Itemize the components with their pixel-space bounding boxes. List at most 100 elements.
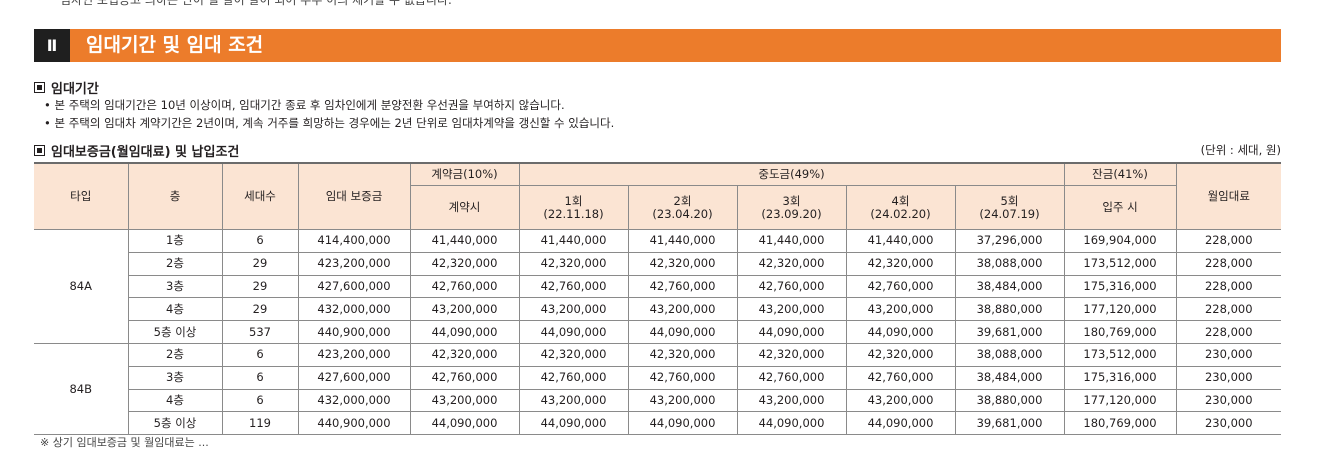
balance-cell: 175,316,000 [1063,274,1177,299]
type-cell: 84B [34,342,129,436]
m4-cell: 43,200,000 [845,297,956,322]
m3-cell: 42,320,000 [736,251,847,276]
middle-date: (24.07.19) [979,206,1040,221]
header-middle-3: 3회 (23.09.20) [736,185,847,230]
deposit-cell: 432,000,000 [297,297,411,322]
rent-table: 타입 층 세대수 임대 보증금 계약금(10%) 중도금(49%) 잔금(41%… [34,162,1282,436]
unit-note: (단위 : 세대, 원) [1200,143,1281,157]
m1-cell: 43,200,000 [518,297,629,322]
m2-cell: 42,760,000 [627,274,738,299]
monthly-cell: 230,000 [1175,342,1282,367]
deposit-heading: 임대보증금(월임대료) 및 납입조건 [34,141,239,160]
households-cell: 537 [221,320,299,344]
m3-cell: 42,320,000 [736,342,847,367]
m1-cell: 42,760,000 [518,274,629,299]
deposit-cell: 432,000,000 [297,388,411,413]
square-bullet-icon [34,82,45,93]
m5-cell: 39,681,000 [954,411,1065,436]
monthly-cell: 228,000 [1175,274,1282,299]
table-row: 3층 29 427,600,000 42,760,000 42,760,000 42,76… [34,274,1282,299]
m4-cell: 42,320,000 [845,251,956,276]
table-row: 3층 6 427,600,000 42,760,000 42,760,000 42,760… [34,365,1282,390]
m4-cell: 44,090,000 [845,411,956,436]
m2-cell: 43,200,000 [627,297,738,322]
m2-cell: 44,090,000 [627,320,738,344]
section-title: 임대기간 및 임대 조건 [86,34,264,56]
contract-cell: 43,200,000 [409,297,520,322]
monthly-cell: 228,000 [1175,229,1282,253]
households-cell: 6 [221,342,299,367]
m3-cell: 42,760,000 [736,274,847,299]
section-banner: Ⅱ 임대기간 및 임대 조건 [34,29,1281,62]
households-cell: 29 [221,297,299,322]
m5-cell: 38,880,000 [954,388,1065,413]
m4-cell: 42,760,000 [845,365,956,390]
table-row: 2층 29 423,200,000 42,320,000 42,320,000 42,32… [34,251,1282,276]
m5-cell: 37,296,000 [954,229,1065,253]
header-middle-1: 1회 (22.11.18) [518,185,629,230]
balance-cell: 169,904,000 [1063,229,1177,253]
header-type: 타입 [34,162,129,230]
table-row: 5층 이상 537 440,900,000 44,090,000 44,090,000 4… [34,320,1282,344]
m5-cell: 38,088,000 [954,342,1065,367]
households-cell: 119 [221,411,299,436]
m2-cell: 42,320,000 [627,251,738,276]
floor-cell: 3층 [128,274,223,299]
contract-cell: 44,090,000 [409,411,520,436]
m1-cell: 44,090,000 [518,320,629,344]
middle-label: 3회 [782,193,801,208]
section-number: Ⅱ [34,29,70,62]
floor-cell: 1층 [127,229,223,253]
m4-cell: 43,200,000 [845,388,956,413]
bottom-cut-text: ※ 상기 임대보증금 및 월임대료는 ... [40,436,209,449]
contract-cell: 42,320,000 [409,342,520,367]
floor-cell: 3층 [128,365,223,390]
floor-cell: 4층 [128,388,223,413]
rent-table-body: 84A 1층 6 414,400,000 41,440,000 41,440,000 41,… [34,229,1282,436]
deposit-cell: 414,400,000 [297,229,411,253]
contract-cell: 44,090,000 [409,320,520,344]
m3-cell: 42,760,000 [736,365,847,390]
period-heading-text: 임대기간 [51,82,99,97]
deposit-heading-text: 임대보증금(월임대료) 및 납입조건 [51,145,240,160]
m5-cell: 38,880,000 [954,297,1065,322]
header-middle-5: 5회 (24.07.19) [954,185,1065,230]
balance-cell: 177,120,000 [1063,297,1177,322]
m4-cell: 42,760,000 [845,274,956,299]
m1-cell: 44,090,000 [518,411,629,436]
balance-cell: 173,512,000 [1063,251,1177,276]
header-balance-sub: 입주 시 [1063,185,1177,230]
header-middle-2: 2회 (23.04.20) [627,185,738,230]
table-row: 5층 이상 119 440,900,000 44,090,000 44,090,000 4… [34,411,1282,436]
m2-cell: 42,760,000 [627,365,738,390]
m3-cell: 43,200,000 [736,297,847,322]
period-heading: 임대기간 [34,78,99,97]
m5-cell: 38,484,000 [954,274,1065,299]
contract-cell: 42,320,000 [409,251,520,276]
deposit-cell: 427,600,000 [297,274,411,299]
m2-cell: 44,090,000 [627,411,738,436]
m1-cell: 41,440,000 [518,229,629,253]
table-row: 4층 29 432,000,000 43,200,000 43,200,000 43,20… [34,297,1282,322]
m1-cell: 43,200,000 [518,388,629,413]
header-middle-4: 4회 (24.02.20) [845,185,956,230]
table-row: 84B 2층 6 423,200,000 42,320,000 42,320,000 42,… [34,342,1282,436]
floor-cell: 4층 [128,297,223,322]
middle-date: (23.09.20) [761,206,822,221]
m4-cell: 44,090,000 [845,320,956,344]
middle-date: (24.02.20) [870,206,931,221]
balance-cell: 180,769,000 [1063,411,1177,436]
type-cell: 84A [34,229,129,344]
middle-date: (22.11.18) [543,206,604,221]
m2-cell: 42,320,000 [627,342,738,367]
deposit-cell: 423,200,000 [297,251,411,276]
m2-cell: 43,200,000 [627,388,738,413]
floor-cell: 5층 이상 [128,411,223,436]
balance-cell: 180,769,000 [1063,320,1177,344]
deposit-cell: 427,600,000 [297,365,411,390]
m3-cell: 44,090,000 [736,411,847,436]
m3-cell: 41,440,000 [736,229,847,253]
table-row: 84A 1층 6 414,400,000 41,440,000 41,440,000 41,… [34,229,1282,344]
header-floor: 층 [127,162,223,230]
m5-cell: 38,484,000 [954,365,1065,390]
